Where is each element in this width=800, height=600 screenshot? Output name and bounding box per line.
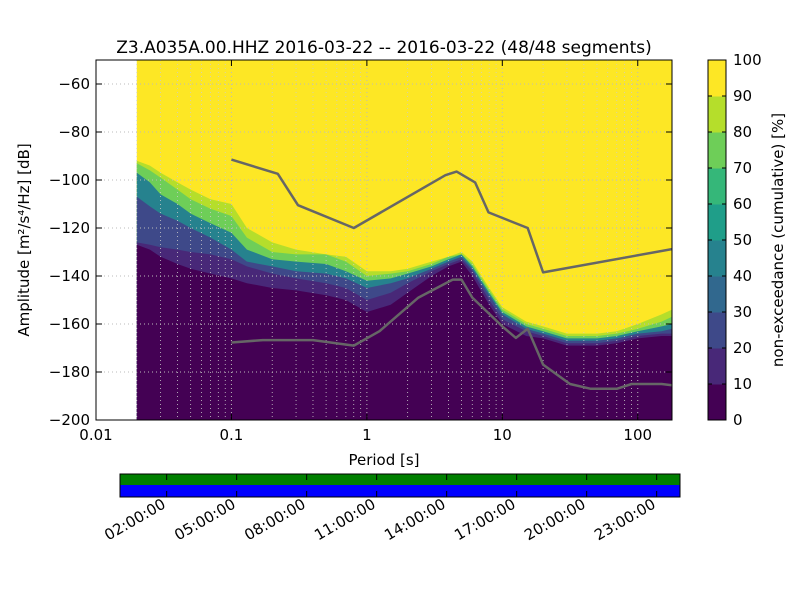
colorbar-tick-label: 100 [733, 51, 762, 69]
y-tick-label: −100 [49, 171, 90, 189]
heatmap-band-0 [136, 244, 672, 420]
colorbar-segment [708, 312, 726, 349]
noise-model-line [231, 158, 672, 274]
colorbar-tick-label: 40 [733, 267, 752, 285]
colorbar-segment [708, 132, 726, 169]
y-axis-ticks: −60 −80 −100 −120 −140 −160 −180 −200 [49, 75, 672, 429]
chart-title: Z3.A035A.00.HHZ 2016-03-22 -- 2016-03-22… [116, 38, 651, 58]
y-tick-label: −200 [49, 411, 90, 429]
colorbar-segment [708, 204, 726, 241]
x-axis-ticks: 0.01 0.1 1 10 100 [79, 60, 652, 444]
noise-model-curves [231, 158, 672, 391]
timeline-bar-top [120, 474, 680, 485]
colorbar-gradient [708, 60, 726, 421]
colorbar-tick-label: 60 [733, 195, 752, 213]
colorbar-segment [708, 348, 726, 385]
x-tick-label: 10 [493, 426, 512, 444]
colorbar-tick-label: 90 [733, 87, 752, 105]
timeline-bar-bottom [120, 485, 680, 497]
colorbar-tick-label: 0 [733, 411, 743, 429]
y-tick-label: −140 [49, 267, 90, 285]
x-tick-label: 0.01 [79, 426, 112, 444]
colorbar-tick-label: 20 [733, 339, 752, 357]
x-tick-label: 1 [362, 426, 372, 444]
colorbar-tick-label: 80 [733, 123, 752, 141]
timeline-frame [119, 473, 681, 498]
y-axis-label: Amplitude [m²/s⁴/Hz] [dB] [15, 143, 33, 336]
x-tick-label: 100 [623, 426, 652, 444]
colorbar-segment [708, 276, 726, 313]
y-tick-label: −80 [58, 123, 90, 141]
y-tick-label: −160 [49, 315, 90, 333]
colorbar-tick-label: 70 [733, 159, 752, 177]
noise-model-line [231, 278, 672, 391]
colorbar-segment [708, 384, 726, 421]
heatmap-layer [136, 60, 672, 420]
colorbar-tick-label: 50 [733, 231, 752, 249]
colorbar: 0 10 20 30 40 50 60 70 80 90 100 [707, 51, 762, 429]
y-tick-label: −120 [49, 219, 90, 237]
colorbar-ticks: 0 10 20 30 40 50 60 70 80 90 100 [708, 51, 762, 429]
y-tick-label: −60 [58, 75, 90, 93]
x-axis-label: Period [s] [348, 451, 419, 469]
colorbar-segment [708, 60, 726, 97]
x-tick-label: 0.1 [220, 426, 244, 444]
colorbar-segment [708, 240, 726, 277]
plot-area: 0.01 0.1 1 10 100 −60 −80 −100 −120 −140 −160 −180… [49, 59, 673, 444]
colorbar-tick-label: 10 [733, 375, 752, 393]
y-tick-label: −180 [49, 363, 90, 381]
colorbar-segment [708, 96, 726, 133]
colorbar-tick-label: 30 [733, 303, 752, 321]
plot-frame [95, 59, 673, 421]
colorbar-label: non-exceedance (cumulative) [%] [769, 113, 787, 367]
colorbar-segment [708, 168, 726, 205]
